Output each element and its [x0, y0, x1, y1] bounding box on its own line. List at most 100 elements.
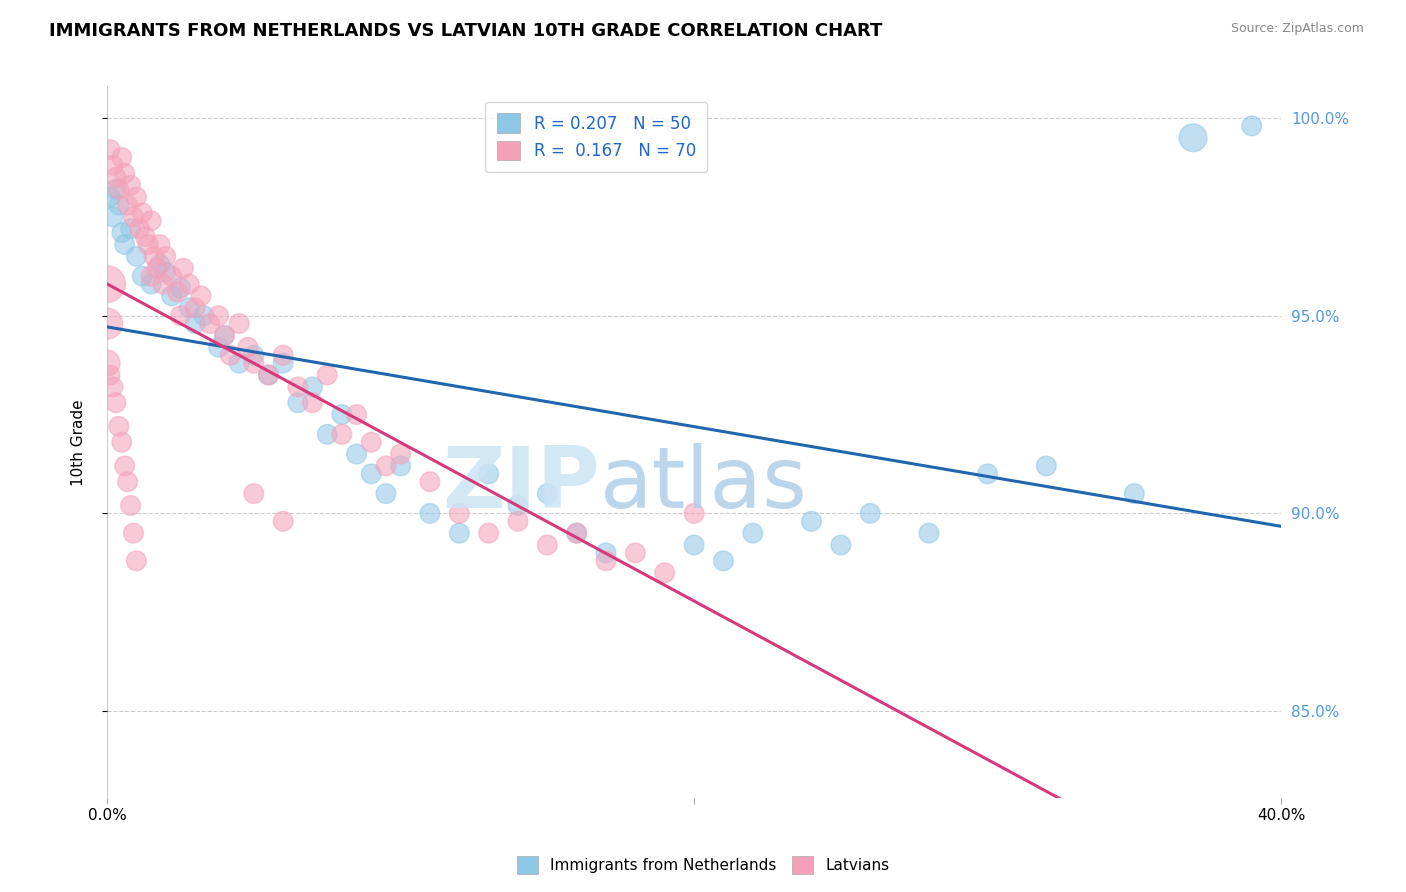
Point — [918, 526, 941, 541]
Point — [120, 221, 142, 235]
Point — [101, 380, 124, 394]
Text: ZIP: ZIP — [443, 443, 600, 526]
Point — [114, 166, 136, 180]
Point — [108, 419, 131, 434]
Point — [478, 526, 501, 541]
Point — [146, 261, 169, 276]
Point — [683, 538, 706, 552]
Point — [346, 447, 368, 461]
Point — [374, 486, 396, 500]
Point — [125, 249, 148, 263]
Point — [207, 340, 229, 354]
Point — [219, 348, 242, 362]
Point — [131, 269, 153, 284]
Point — [98, 368, 121, 382]
Point — [193, 309, 215, 323]
Point — [360, 435, 382, 450]
Point — [360, 467, 382, 481]
Point — [184, 317, 207, 331]
Point — [228, 317, 250, 331]
Point — [506, 499, 529, 513]
Point — [169, 309, 191, 323]
Point — [101, 158, 124, 172]
Point — [117, 475, 139, 489]
Point — [389, 458, 412, 473]
Point — [859, 507, 882, 521]
Point — [330, 427, 353, 442]
Point — [134, 229, 156, 244]
Point — [449, 507, 471, 521]
Point — [101, 210, 124, 224]
Point — [104, 395, 127, 409]
Legend: R = 0.207   N = 50, R =  0.167   N = 70: R = 0.207 N = 50, R = 0.167 N = 70 — [485, 102, 707, 172]
Point — [830, 538, 852, 552]
Text: IMMIGRANTS FROM NETHERLANDS VS LATVIAN 10TH GRADE CORRELATION CHART: IMMIGRANTS FROM NETHERLANDS VS LATVIAN 1… — [49, 22, 883, 40]
Point — [111, 151, 134, 165]
Point — [1035, 458, 1057, 473]
Point — [149, 257, 172, 271]
Point — [143, 249, 166, 263]
Point — [108, 182, 131, 196]
Y-axis label: 10th Grade: 10th Grade — [72, 399, 86, 485]
Point — [190, 289, 212, 303]
Point — [184, 301, 207, 315]
Point — [114, 458, 136, 473]
Point — [595, 546, 617, 560]
Point — [565, 526, 588, 541]
Point — [478, 467, 501, 481]
Point — [139, 277, 162, 291]
Point — [198, 317, 221, 331]
Point — [155, 249, 177, 263]
Point — [800, 514, 823, 528]
Text: Source: ZipAtlas.com: Source: ZipAtlas.com — [1230, 22, 1364, 36]
Point — [741, 526, 763, 541]
Point — [374, 458, 396, 473]
Point — [243, 356, 266, 370]
Point — [301, 380, 323, 394]
Point — [122, 210, 145, 224]
Point — [976, 467, 998, 481]
Point — [713, 554, 735, 568]
Point — [111, 226, 134, 240]
Point — [179, 277, 201, 291]
Point — [654, 566, 676, 580]
Point — [125, 554, 148, 568]
Point — [207, 309, 229, 323]
Point — [136, 237, 159, 252]
Point — [120, 499, 142, 513]
Point — [96, 317, 118, 331]
Point — [330, 408, 353, 422]
Point — [120, 178, 142, 193]
Point — [111, 435, 134, 450]
Point — [122, 526, 145, 541]
Point — [152, 277, 174, 291]
Point — [449, 526, 471, 541]
Point — [1240, 119, 1263, 133]
Point — [98, 143, 121, 157]
Point — [96, 277, 118, 291]
Point — [139, 214, 162, 228]
Point — [96, 356, 118, 370]
Point — [1123, 486, 1146, 500]
Point — [166, 285, 188, 299]
Point — [301, 395, 323, 409]
Point — [271, 356, 294, 370]
Point — [271, 514, 294, 528]
Point — [128, 221, 150, 235]
Point — [536, 486, 558, 500]
Point — [117, 198, 139, 212]
Point — [419, 475, 441, 489]
Text: atlas: atlas — [600, 443, 808, 526]
Point — [160, 269, 183, 284]
Point — [139, 269, 162, 284]
Point — [419, 507, 441, 521]
Point — [595, 554, 617, 568]
Point — [125, 190, 148, 204]
Point — [287, 395, 309, 409]
Point — [1182, 130, 1205, 145]
Point — [114, 237, 136, 252]
Point — [179, 301, 201, 315]
Point — [243, 348, 266, 362]
Point — [536, 538, 558, 552]
Point — [104, 170, 127, 185]
